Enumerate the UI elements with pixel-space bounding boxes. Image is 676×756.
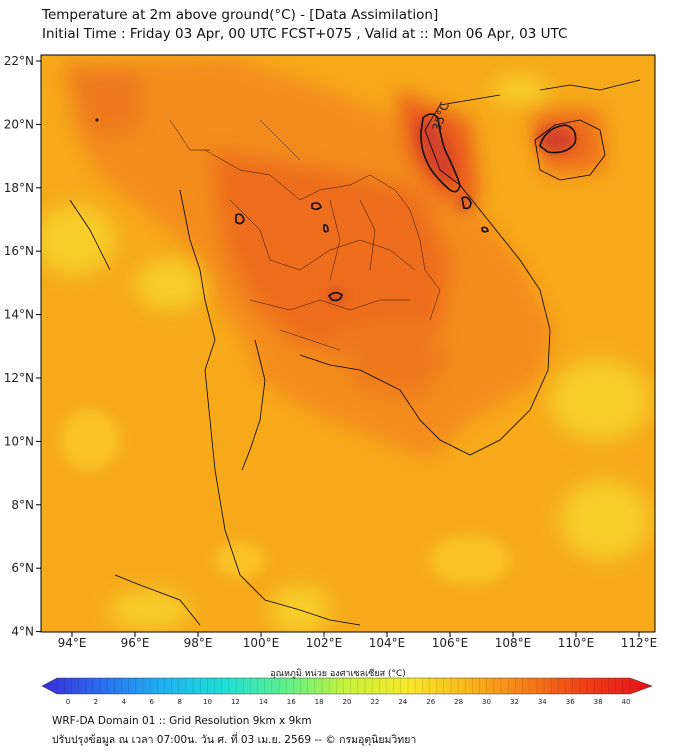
colorbar-tick-label: 18 <box>315 698 324 706</box>
lat-tick-label: 18°N <box>4 181 34 195</box>
lon-tick-label: 102°E <box>306 636 343 650</box>
colorbar-tick-label: 24 <box>398 698 407 706</box>
lon-tick-label: 94°E <box>58 636 87 650</box>
colorbar-tick-label: 28 <box>454 698 463 706</box>
colorbar-tick-label: 4 <box>122 698 127 706</box>
lat-tick-label: 8°N <box>11 498 34 512</box>
colorbar-tick-label: 8 <box>177 698 181 706</box>
colorbar-tick-label: 16 <box>287 698 296 706</box>
admin-boundaries <box>169 119 441 351</box>
lon-tick-label: 110°E <box>558 636 595 650</box>
map-frame <box>40 54 656 633</box>
colorbar-tick-label: 38 <box>594 698 603 706</box>
colorbar: 0 2 4 6 8 10 12 14 16 18 20 22 24 26 28 30 32 34 36 38 40 <box>41 677 653 706</box>
colorbar-tick-label: 10 <box>203 698 212 706</box>
coastlines <box>69 79 641 626</box>
colorbar-tick-label: 12 <box>231 698 240 706</box>
footer-update-info: ปรับปรุงข้อมูล ณ เวลา 07:00น. วัน ศ. ที่… <box>52 734 417 746</box>
lat-tick-label: 14°N <box>4 308 34 322</box>
lat-tick-label: 10°N <box>4 434 34 448</box>
lon-tick-label: 106°E <box>432 636 469 650</box>
longitude-axis: 94°E 96°E 98°E 100°E 102°E 104°E 106°E 108°E 110… <box>58 632 658 650</box>
chart-subtitle: Initial Time : Friday 03 Apr, 00 UTC FCS… <box>42 26 568 42</box>
chart-title: Temperature at 2m above ground(°C) - [Da… <box>42 7 439 23</box>
lat-tick-label: 6°N <box>11 561 34 575</box>
lat-tick-label: 20°N <box>4 117 34 131</box>
colorbar-tick-label: 2 <box>94 698 98 706</box>
colorbar-tick-label: 20 <box>343 698 352 706</box>
colorbar-tick-label: 30 <box>482 698 491 706</box>
colorbar-tick-label: 26 <box>426 698 435 706</box>
temperature-field <box>41 55 655 632</box>
colorbar-tick-label: 14 <box>259 698 268 706</box>
lon-tick-label: 104°E <box>369 636 406 650</box>
lon-tick-label: 96°E <box>121 636 150 650</box>
latitude-axis: 22°N 20°N 18°N 16°N 14°N 12°N 10°N 8°N 6°N 4°N <box>4 54 41 639</box>
colorbar-title: อุณหภูมิ หน่วย องศาเซลเซียส (°C) <box>270 669 406 679</box>
colorbar-tick-label: 22 <box>370 698 379 706</box>
lon-tick-label: 112°E <box>621 636 658 650</box>
colorbar-tick-label: 34 <box>538 698 547 706</box>
lat-tick-label: 22°N <box>4 54 34 68</box>
lon-tick-label: 98°E <box>184 636 213 650</box>
lon-tick-label: 100°E <box>243 636 280 650</box>
colorbar-tick-label: 40 <box>622 698 631 706</box>
colorbar-tick-label: 32 <box>510 698 519 706</box>
lat-tick-label: 12°N <box>4 371 34 385</box>
footer-domain-info: WRF-DA Domain 01 :: Grid Resolution 9km … <box>52 715 312 727</box>
colorbar-tick-label: 6 <box>149 698 154 706</box>
colorbar-tick-label: 0 <box>66 698 70 706</box>
lat-tick-label: 16°N <box>4 244 34 258</box>
lon-tick-label: 108°E <box>495 636 532 650</box>
colorbar-tick-label: 36 <box>566 698 575 706</box>
contour-35c <box>235 113 577 302</box>
lat-tick-label: 4°N <box>11 625 34 639</box>
